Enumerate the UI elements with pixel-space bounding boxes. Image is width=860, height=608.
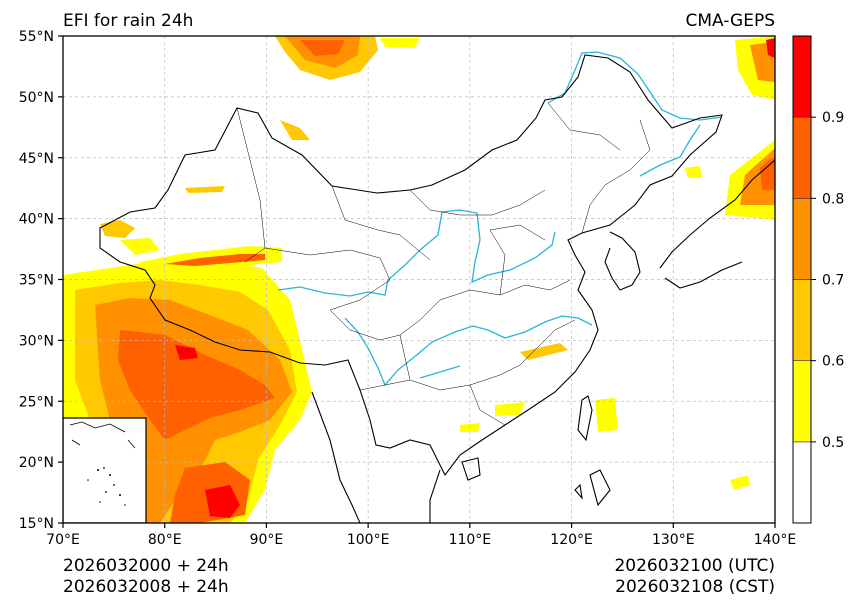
colorbar: 0.5 0.6 0.7 0.8 0.9	[792, 35, 844, 524]
lat-tick-label: 20°N	[19, 455, 54, 471]
province-line-east	[519, 319, 576, 366]
efi-area-tibet-red	[175, 345, 198, 360]
lon-tick-label: 100°E	[347, 532, 390, 548]
province-line-north	[489, 224, 546, 296]
korea-coast	[604, 231, 641, 291]
province-line-qinghai	[264, 247, 391, 311]
efi-patch-se-3	[495, 402, 525, 416]
lon-tick-label: 70°E	[46, 532, 80, 548]
footer-left-line2: 2026032008 + 24h	[63, 577, 229, 597]
hainan	[461, 457, 481, 481]
province-line-gansu	[331, 185, 431, 261]
river-pearl	[419, 365, 461, 379]
efi-area-west-darkorange	[118, 330, 275, 440]
lat-tick-label: 40°N	[19, 212, 54, 228]
province-line-yunnan	[359, 379, 411, 391]
efi-area-bay-red	[205, 485, 240, 518]
map-panel	[63, 36, 775, 523]
efi-band-north-dark	[300, 40, 345, 56]
colorbar-bin	[792, 279, 812, 361]
map-axes: 70°E 80°E 90°E 100°E 110°E 120°E 130°E 140°E 15°…	[19, 29, 797, 548]
philippines	[574, 469, 611, 507]
efi-patch-se-2	[595, 398, 618, 432]
lat-tick-label: 55°N	[19, 29, 54, 45]
taiwan	[577, 395, 593, 442]
footer-left-line1: 2026032000 + 24h	[63, 556, 229, 576]
efi-patch-se-1	[520, 343, 568, 360]
efi-area-east-orange	[740, 148, 775, 205]
efi-area-ne-red	[766, 38, 775, 58]
colorbar-label: 0.7	[822, 273, 844, 289]
lat-tick-label: 30°N	[19, 333, 54, 349]
inset-islands	[87, 467, 126, 506]
lon-tick-label: 80°E	[148, 532, 182, 548]
colorbar-label: 0.8	[822, 191, 844, 207]
efi-patch-se-5	[730, 475, 750, 490]
river-songhua	[639, 124, 701, 177]
efi-patch-nw-2	[120, 238, 160, 255]
colorbar-label: 0.5	[822, 435, 844, 451]
lat-tick-label: 45°N	[19, 151, 54, 167]
efi-band-kunlun-orange	[165, 254, 265, 266]
inset-coast	[69, 421, 136, 449]
mongolia-line	[547, 102, 621, 151]
colorbar-bin	[792, 198, 812, 280]
colorbar-bin	[792, 441, 812, 524]
map-title-right: CMA-GEPS	[685, 11, 775, 31]
efi-patch-north-a	[380, 38, 420, 48]
efi-patch-se-6	[685, 166, 702, 178]
province-line-inner	[409, 189, 546, 216]
lon-tick-label: 110°E	[449, 532, 492, 548]
colorbar-label: 0.6	[822, 354, 844, 370]
province-line-central	[439, 279, 571, 301]
efi-patch-nw-3	[185, 186, 225, 193]
efi-patch-north-b	[280, 120, 310, 140]
efi-patch-nw-1	[100, 220, 135, 238]
lat-tick-label: 15°N	[19, 516, 54, 532]
province-line-sea	[469, 384, 506, 426]
map-gridlines	[63, 36, 775, 523]
province-borders	[236, 102, 651, 426]
colorbar-label: 0.9	[822, 110, 844, 126]
indochina-coast	[311, 391, 441, 523]
colorbar-bin	[792, 116, 812, 199]
province-line-xinjiang	[236, 107, 266, 263]
colorbar-bin	[792, 35, 812, 118]
lon-tick-label: 130°E	[652, 532, 695, 548]
river-amur	[547, 51, 723, 121]
footer-right-line2: 2026032108 (CST)	[615, 577, 775, 597]
lat-tick-label: 25°N	[19, 394, 54, 410]
province-line-sichuan	[329, 299, 441, 341]
colorbar-bin	[792, 360, 812, 443]
japan-coast	[659, 159, 775, 289]
footer-right-line1: 2026032100 (UTC)	[614, 556, 775, 576]
lon-tick-label: 140°E	[754, 532, 797, 548]
map-title-left: EFI for rain 24h	[63, 11, 193, 31]
province-line-northeast	[581, 119, 651, 234]
lon-tick-label: 120°E	[550, 532, 593, 548]
lat-tick-label: 35°N	[19, 273, 54, 289]
inset-frame	[63, 417, 147, 523]
river-yangtze	[344, 315, 593, 387]
province-line-south	[399, 334, 521, 391]
south-china-sea-inset	[63, 417, 147, 523]
lon-tick-label: 90°E	[250, 532, 284, 548]
lat-tick-label: 50°N	[19, 90, 54, 106]
